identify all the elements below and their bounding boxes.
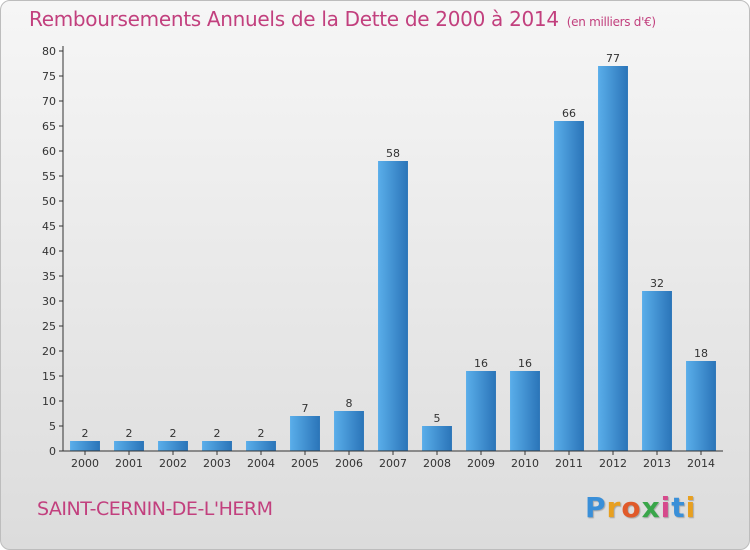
chart-title: Remboursements Annuels de la Dette de 20… bbox=[29, 7, 656, 31]
x-tick-label: 2013 bbox=[643, 457, 671, 470]
bar bbox=[246, 441, 276, 451]
data-label: 2 bbox=[82, 427, 89, 440]
data-label: 2 bbox=[214, 427, 221, 440]
y-tick-label: 40 bbox=[42, 245, 56, 258]
x-tick-label: 2001 bbox=[115, 457, 143, 470]
x-tick-label: 2004 bbox=[247, 457, 275, 470]
bar bbox=[290, 416, 320, 451]
y-tick-label: 30 bbox=[42, 295, 56, 308]
logo-letter: i bbox=[660, 491, 672, 524]
x-tick-label: 2002 bbox=[159, 457, 187, 470]
y-tick-label: 0 bbox=[49, 445, 56, 458]
bar bbox=[686, 361, 716, 451]
y-tick-label: 20 bbox=[42, 345, 56, 358]
x-tick-label: 2005 bbox=[291, 457, 319, 470]
data-label: 16 bbox=[518, 357, 532, 370]
logo-letter: r bbox=[606, 491, 622, 524]
y-tick-label: 25 bbox=[42, 320, 56, 333]
logo-letter: o bbox=[621, 491, 642, 524]
x-tick-label: 2006 bbox=[335, 457, 363, 470]
x-tick-label: 2000 bbox=[71, 457, 99, 470]
bar bbox=[598, 66, 628, 451]
bar bbox=[158, 441, 188, 451]
y-tick-label: 75 bbox=[42, 70, 56, 83]
x-tick-label: 2012 bbox=[599, 457, 627, 470]
bars-group: 2 2 2 2 2 7 8 58 5 16 16 66 77 32 18 bbox=[70, 52, 716, 451]
data-label: 7 bbox=[302, 402, 309, 415]
x-tick-label: 2010 bbox=[511, 457, 539, 470]
bar bbox=[114, 441, 144, 451]
bar bbox=[378, 161, 408, 451]
data-label: 66 bbox=[562, 107, 576, 120]
x-tick-label: 2009 bbox=[467, 457, 495, 470]
data-label: 2 bbox=[258, 427, 265, 440]
x-tick-label: 2003 bbox=[203, 457, 231, 470]
bar bbox=[202, 441, 232, 451]
y-tick-label: 70 bbox=[42, 95, 56, 108]
x-tick-label: 2014 bbox=[687, 457, 715, 470]
proxiti-logo: Proxiti bbox=[585, 491, 696, 524]
bar bbox=[70, 441, 100, 451]
y-tick-label: 55 bbox=[42, 170, 56, 183]
x-tick-label: 2011 bbox=[555, 457, 583, 470]
data-label: 5 bbox=[434, 412, 441, 425]
y-tick-label: 50 bbox=[42, 195, 56, 208]
bar bbox=[422, 426, 452, 451]
data-label: 58 bbox=[386, 147, 400, 160]
y-tick-label: 80 bbox=[42, 45, 56, 58]
bar-chart: 2 2 2 2 2 7 8 58 5 16 16 66 77 32 18 0 5 10 15 20 25 30 35 40 4… bbox=[42, 45, 723, 470]
commune-name: SAINT-CERNIN-DE-L'HERM bbox=[37, 498, 273, 520]
chart-title-text: Remboursements Annuels de la Dette de 20… bbox=[29, 7, 559, 31]
data-label: 16 bbox=[474, 357, 488, 370]
data-label: 8 bbox=[346, 397, 353, 410]
logo-letter: x bbox=[641, 491, 661, 524]
data-label: 18 bbox=[694, 347, 708, 360]
y-tick-label: 60 bbox=[42, 145, 56, 158]
x-tick-label: 2007 bbox=[379, 457, 407, 470]
bar bbox=[466, 371, 496, 451]
y-tick-label: 65 bbox=[42, 120, 56, 133]
logo-letter: t bbox=[671, 491, 686, 524]
logo-letter: i bbox=[685, 491, 697, 524]
data-label: 32 bbox=[650, 277, 664, 290]
logo-letter: P bbox=[585, 491, 607, 524]
data-label: 2 bbox=[170, 427, 177, 440]
data-label: 2 bbox=[126, 427, 133, 440]
chart-subtitle: (en milliers d'€) bbox=[566, 15, 656, 29]
bar bbox=[510, 371, 540, 451]
y-tick-label: 15 bbox=[42, 370, 56, 383]
bar bbox=[334, 411, 364, 451]
y-tick-label: 5 bbox=[49, 420, 56, 433]
x-tick-label: 2008 bbox=[423, 457, 451, 470]
y-tick-label: 45 bbox=[42, 220, 56, 233]
bar bbox=[554, 121, 584, 451]
y-tick-label: 35 bbox=[42, 270, 56, 283]
bar bbox=[642, 291, 672, 451]
data-label: 77 bbox=[606, 52, 620, 65]
y-tick-label: 10 bbox=[42, 395, 56, 408]
